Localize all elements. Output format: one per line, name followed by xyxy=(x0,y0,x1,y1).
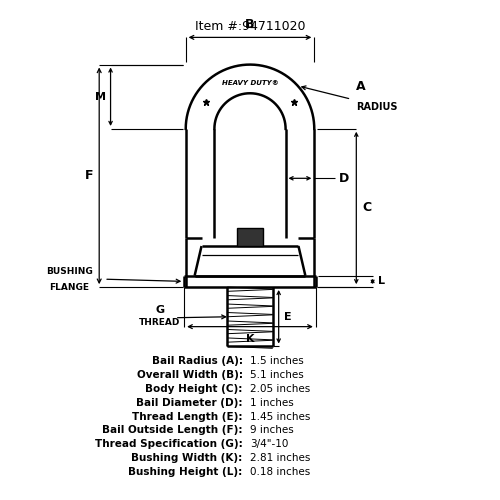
Text: B: B xyxy=(245,18,255,32)
Text: Overall Width (B):: Overall Width (B): xyxy=(136,370,242,380)
Text: Bushing Height (L):: Bushing Height (L): xyxy=(128,467,242,477)
Text: Item #:94711020: Item #:94711020 xyxy=(195,20,305,33)
Text: C: C xyxy=(362,202,372,214)
Text: E: E xyxy=(284,312,291,322)
Text: Thread Specification (G):: Thread Specification (G): xyxy=(95,440,242,450)
Text: Thread Length (E):: Thread Length (E): xyxy=(132,412,242,422)
Text: BUSHING: BUSHING xyxy=(46,266,93,276)
Text: Bail Radius (A):: Bail Radius (A): xyxy=(152,356,242,366)
Text: 1.45 inches: 1.45 inches xyxy=(250,412,310,422)
Text: 0.18 inches: 0.18 inches xyxy=(250,467,310,477)
Text: L: L xyxy=(378,276,384,286)
Text: K: K xyxy=(246,334,254,344)
Text: Bail Diameter (D):: Bail Diameter (D): xyxy=(136,398,242,408)
Text: D: D xyxy=(339,172,349,185)
Text: 1 inches: 1 inches xyxy=(250,398,294,408)
Text: THREAD: THREAD xyxy=(140,318,180,326)
Text: Body Height (C):: Body Height (C): xyxy=(145,384,242,394)
Text: 2.81 inches: 2.81 inches xyxy=(250,453,310,463)
Text: 9 inches: 9 inches xyxy=(250,426,294,436)
Text: RADIUS: RADIUS xyxy=(356,102,398,112)
Text: 2.05 inches: 2.05 inches xyxy=(250,384,310,394)
Text: HEAVY DUTY®: HEAVY DUTY® xyxy=(222,80,278,86)
Text: FLANGE: FLANGE xyxy=(50,283,90,292)
Text: Bushing Width (K):: Bushing Width (K): xyxy=(132,453,242,463)
Polygon shape xyxy=(236,228,264,246)
Text: F: F xyxy=(85,170,94,182)
Text: G: G xyxy=(156,306,164,316)
Text: M: M xyxy=(94,92,106,102)
Text: A: A xyxy=(356,80,366,93)
Text: 3/4"-10: 3/4"-10 xyxy=(250,440,288,450)
Text: 5.1 inches: 5.1 inches xyxy=(250,370,304,380)
Text: Bail Outside Length (F):: Bail Outside Length (F): xyxy=(102,426,242,436)
Text: 1.5 inches: 1.5 inches xyxy=(250,356,304,366)
